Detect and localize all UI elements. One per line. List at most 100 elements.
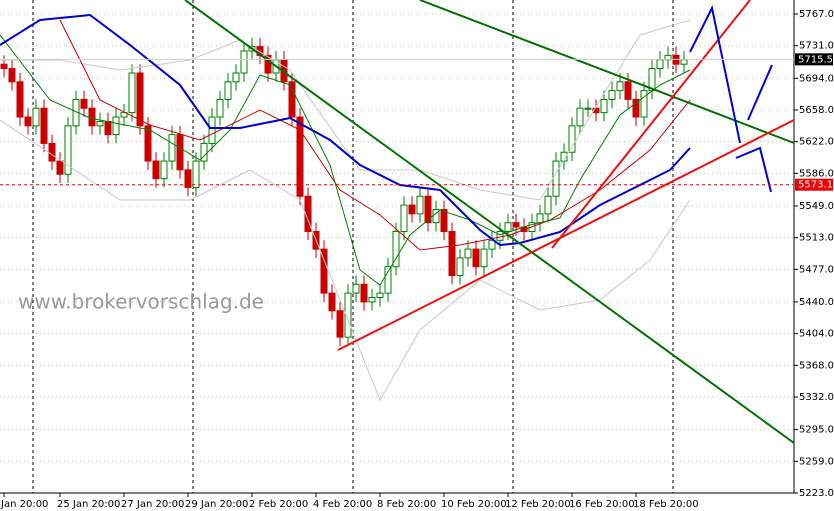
candle-body: [408, 204, 416, 215]
candle-body: [544, 195, 552, 215]
y-tick-label: 5549.0: [799, 201, 834, 212]
ma-red: [59, 19, 691, 251]
candle-body: [472, 248, 480, 268]
candle-body: [152, 160, 160, 180]
candle-body: [32, 107, 40, 127]
candle-body: [592, 107, 600, 114]
candle-body: [224, 81, 232, 100]
candle-body: [208, 116, 216, 144]
y-tick-label: 5259.0: [799, 456, 834, 467]
candle-body: [384, 266, 392, 294]
candle-body: [160, 160, 168, 180]
candle-body: [656, 59, 664, 70]
candle-body: [192, 160, 200, 188]
candle-body: [424, 195, 432, 224]
candle-body: [88, 107, 96, 127]
candle-body: [8, 68, 16, 83]
projection: [689, 4, 741, 144]
y-tick-label: 5295.0: [799, 425, 834, 436]
y-tick-label: 5223.0: [799, 488, 834, 499]
candle-body: [296, 116, 304, 197]
y-tick-label: 5332.0: [799, 392, 834, 403]
candle-body: [512, 222, 520, 228]
trendline: [551, 0, 751, 249]
candle-body: [200, 142, 208, 162]
watermark: www.brokervorschlag.de: [18, 290, 264, 314]
candle-body: [600, 98, 608, 114]
candle-body: [40, 107, 48, 144]
ma-blue: [0, 13, 691, 247]
candle-body: [320, 248, 328, 294]
candle-body: [240, 50, 248, 74]
y-tick-label: 5404.0: [799, 329, 834, 340]
y-tick-label: 5586.0: [799, 168, 834, 179]
candle-body: [136, 72, 144, 127]
candle-body: [560, 151, 568, 162]
candle-body: [96, 120, 104, 127]
x-tick-label: 29 Jan 20:00: [185, 499, 248, 510]
candle-body: [216, 98, 224, 118]
x-tick-label: 2 Feb 20:00: [249, 499, 308, 510]
candle-body: [640, 90, 648, 118]
y-tick-label: 5694.0: [799, 73, 834, 84]
candle-body: [344, 292, 352, 338]
candle-body: [264, 54, 272, 74]
candle-body: [352, 283, 360, 294]
candle-body: [576, 107, 584, 127]
y-tick-label: 5622.0: [799, 137, 834, 148]
y-tick-label: 5368.0: [799, 360, 834, 371]
candle-body: [16, 81, 24, 118]
band-upper: [0, 19, 691, 201]
candle-body: [464, 248, 472, 259]
candle-body: [456, 257, 464, 277]
x-tick-label: 18 Feb 20:00: [633, 499, 699, 510]
candle-body: [176, 134, 184, 171]
candle-body: [112, 116, 120, 136]
candle-body: [616, 81, 624, 92]
candle-body: [336, 310, 344, 338]
candle-body: [80, 98, 88, 109]
candle-body: [584, 107, 592, 110]
x-tick-label: 25 Jan 20:00: [57, 499, 120, 510]
y-tick-label: 5440.0: [799, 297, 834, 308]
candle-body: [504, 222, 512, 232]
x-tick-label: 16 Feb 20:00: [569, 499, 635, 510]
y-tick-label: 5767.0: [799, 9, 834, 20]
candle-body: [448, 230, 456, 277]
x-tick-label: 4 Feb 20:00: [313, 499, 372, 510]
candle-body: [168, 134, 176, 162]
trendline: [337, 119, 795, 351]
candle-body: [360, 283, 368, 303]
candle-body: [0, 63, 8, 70]
y-tick-label: 5731.0: [799, 41, 834, 52]
y-tick-label: 5477.0: [799, 264, 834, 275]
candle-body: [128, 72, 136, 114]
x-tick-label: Jan 20:00: [0, 499, 48, 510]
trendline: [184, 0, 795, 444]
candle-body: [288, 81, 296, 118]
x-tick-label: 12 Feb 20:00: [505, 499, 571, 510]
x-tick-label: 10 Feb 20:00: [441, 499, 507, 510]
y-tick-label: 5658.0: [799, 105, 834, 116]
candle-body: [480, 248, 488, 268]
candle-body: [632, 98, 640, 118]
ma-green: [0, 34, 691, 286]
projection: [735, 146, 772, 193]
last-price-box: [795, 53, 833, 66]
last-price-label: 5715.5: [798, 54, 833, 65]
candle-body: [608, 90, 616, 100]
candle-body: [624, 81, 632, 100]
candle-body: [232, 72, 240, 83]
candle-body: [56, 160, 64, 175]
candle-body: [440, 208, 448, 232]
x-tick-label: 27 Jan 20:00: [121, 499, 184, 510]
projection: [747, 64, 773, 121]
band-lower: [0, 119, 691, 402]
candle-body: [304, 195, 312, 232]
candle-body: [184, 169, 192, 188]
candle-body: [680, 59, 688, 65]
candle-body: [552, 160, 560, 197]
candle-body: [392, 230, 400, 268]
